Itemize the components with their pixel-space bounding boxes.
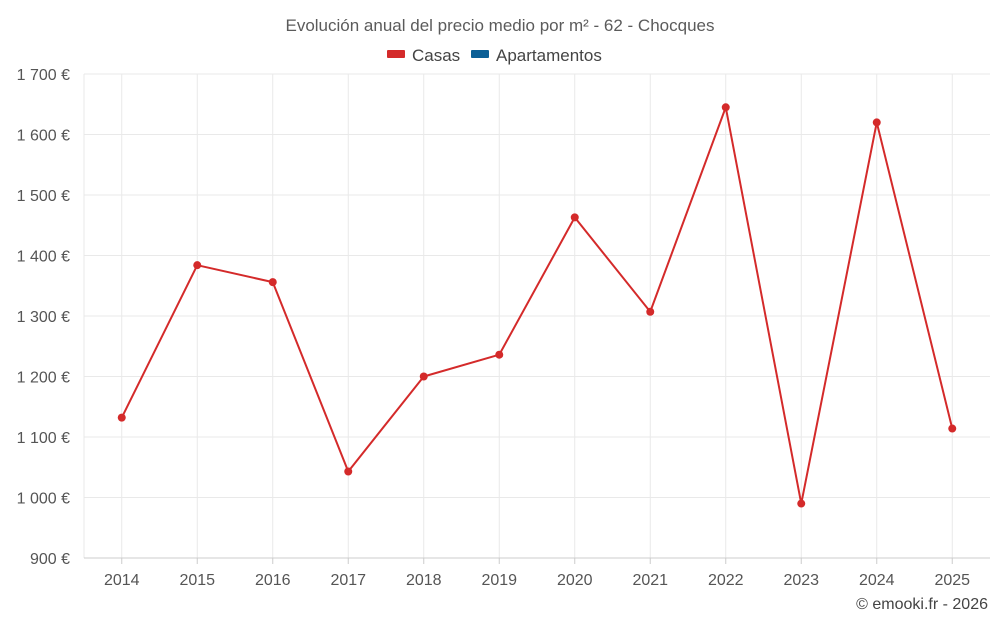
- data-point-2022[interactable]: [721, 103, 730, 112]
- credit-text: © emooki.fr - 2026: [856, 596, 988, 613]
- y-axis: 900 € 1 000 € 1 100 € 1 200 € 1 300 € 1 400 €…: [17, 67, 70, 568]
- chart-title: Evolución anual del precio medio por m² …: [285, 16, 714, 35]
- x-tick-label: 2019: [481, 572, 517, 589]
- y-tick-label: 1 000 €: [17, 491, 70, 508]
- legend-item-apartamentos[interactable]: Apartamentos: [471, 46, 602, 65]
- y-tick-label: 1 600 €: [17, 128, 70, 145]
- y-tick-label: 1 500 €: [17, 188, 70, 205]
- series-line: [120, 106, 954, 505]
- data-point-2016[interactable]: [268, 278, 277, 287]
- x-tick-label: 2015: [179, 572, 215, 589]
- x-tick-label: 2020: [557, 572, 593, 589]
- x-tick-label: 2024: [859, 572, 895, 589]
- legend-swatch-casas: [387, 50, 405, 58]
- y-tick-label: 900 €: [30, 551, 70, 568]
- data-point-2025[interactable]: [948, 424, 957, 433]
- x-tick-label: 2021: [632, 572, 668, 589]
- legend-label-casas: Casas: [412, 46, 460, 65]
- data-point-2015[interactable]: [193, 261, 202, 270]
- data-point-2014[interactable]: [117, 413, 126, 422]
- y-tick-label: 1 200 €: [17, 370, 70, 387]
- legend: Casas Apartamentos: [387, 46, 602, 65]
- data-point-2021[interactable]: [646, 307, 655, 316]
- x-tick-label: 2014: [104, 572, 140, 589]
- x-tick-label: 2025: [934, 572, 970, 589]
- legend-swatch-apartamentos: [471, 50, 489, 58]
- grid: [83, 73, 990, 558]
- data-point-2017[interactable]: [344, 467, 353, 476]
- y-tick-label: 1 300 €: [17, 309, 70, 326]
- x-tick-label: 2022: [708, 572, 744, 589]
- x-tick-label: 2016: [255, 572, 291, 589]
- data-point-2018[interactable]: [419, 372, 428, 381]
- data-point-2023[interactable]: [797, 499, 806, 508]
- legend-item-casas[interactable]: Casas: [387, 46, 460, 65]
- data-point-2020[interactable]: [570, 213, 579, 222]
- legend-label-apartamentos: Apartamentos: [496, 46, 602, 65]
- data-point-2024[interactable]: [872, 118, 881, 127]
- series-casas: [117, 103, 957, 508]
- x-tick-label: 2023: [783, 572, 819, 589]
- y-tick-label: 1 100 €: [17, 430, 70, 447]
- x-tick-label: 2017: [330, 572, 366, 589]
- x-tick-label: 2018: [406, 572, 442, 589]
- y-tick-label: 1 700 €: [17, 67, 70, 84]
- x-axis: 2014 2015 2016 2017 2018 2019 2020 2021 2022 2023…: [84, 557, 990, 589]
- data-point-2019[interactable]: [495, 350, 504, 359]
- y-tick-label: 1 400 €: [17, 249, 70, 266]
